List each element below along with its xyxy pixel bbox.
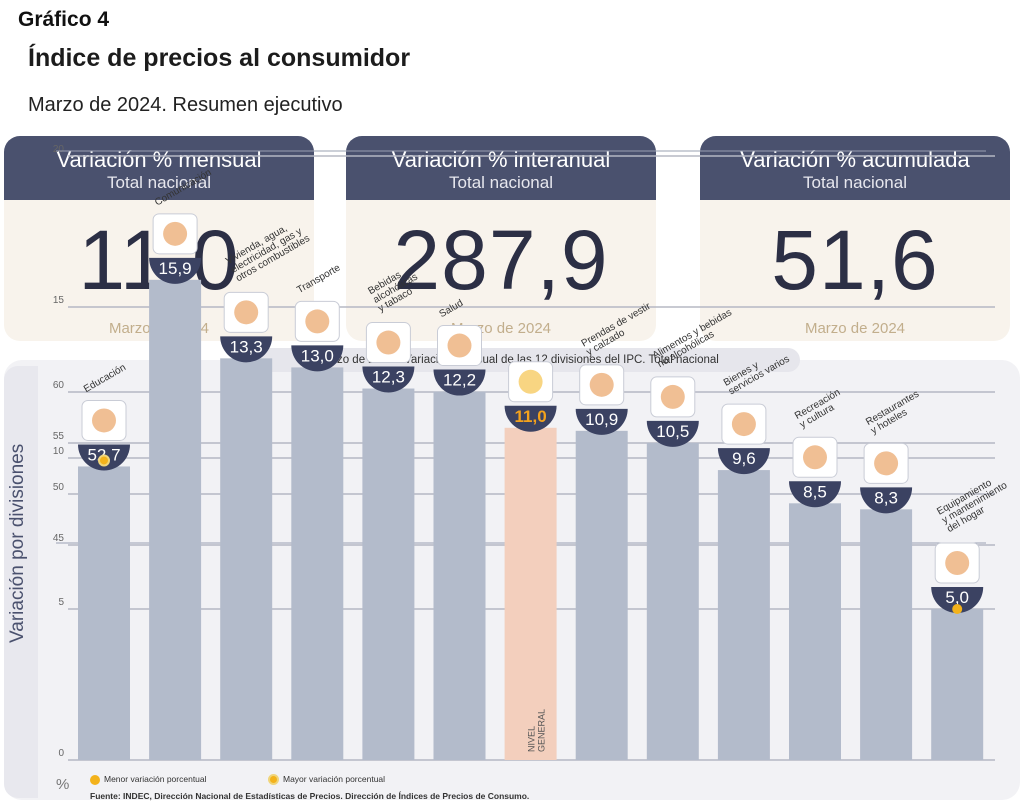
bar — [362, 388, 415, 760]
category-label: Bienes yservicios varios — [722, 345, 792, 397]
value-badge — [789, 481, 841, 508]
legend-max-label: Mayor variación porcentual — [283, 774, 386, 784]
value-label: 12,3 — [372, 368, 405, 387]
card-header: Variación % mensual Total nacional — [4, 136, 314, 200]
value-label: 13,3 — [230, 337, 263, 356]
category-icon-shape — [305, 309, 330, 334]
bar — [291, 367, 344, 760]
card-date: Marzo de 2024 — [804, 320, 906, 337]
min-marker — [952, 604, 963, 614]
value-label: 11,0 — [515, 407, 547, 426]
value-badge — [931, 587, 984, 613]
value-badge — [149, 257, 202, 284]
value-badge — [860, 487, 913, 514]
category-label: NIVELGENERAL — [527, 709, 547, 752]
value-badge — [291, 345, 344, 372]
category-icon-shape — [376, 330, 401, 355]
value-badge — [504, 405, 557, 432]
bar — [789, 503, 841, 760]
category-icon-shape — [945, 551, 970, 575]
category-icon-shape — [518, 369, 543, 394]
value-label: 10,5 — [656, 422, 689, 441]
y-tick-label: 45 — [53, 533, 65, 544]
category-icon-shape — [660, 384, 685, 409]
y-tick-label: 50 — [53, 482, 65, 493]
value-label: 9,6 — [732, 449, 756, 468]
category-label: Educación — [82, 362, 128, 395]
bar — [504, 427, 557, 760]
legend-max-dot — [268, 774, 279, 786]
value-badge — [717, 448, 770, 475]
category-icon-shape — [163, 221, 188, 246]
value-badge — [646, 420, 699, 447]
category-label: Restaurantesy hoteles — [864, 389, 926, 437]
legend-min-dot — [90, 774, 100, 785]
y-tick-label: 5 — [58, 597, 64, 608]
bar — [575, 430, 628, 760]
value-label: 13,0 — [301, 346, 334, 365]
bar — [78, 466, 130, 760]
value-label: 8,3 — [874, 488, 898, 507]
card-value: 51,6 — [771, 213, 939, 307]
legend-min-label: Menor variación porcentual — [104, 774, 207, 784]
category-label: Recreacióny cultura — [793, 387, 847, 430]
figure-label: Gráfico 4 — [18, 8, 110, 31]
category-icon-shape — [731, 412, 756, 437]
card-subheading: Total nacional — [107, 173, 211, 192]
value-badge — [220, 336, 273, 363]
y-axis-band — [4, 366, 38, 798]
category-icon-shape — [92, 408, 116, 433]
bar — [433, 391, 486, 760]
value-label: 10,9 — [585, 410, 618, 429]
category-icon-shape — [874, 451, 899, 476]
value-label: 8,5 — [803, 482, 827, 501]
y-tick-label: 10 — [53, 446, 65, 457]
bar — [220, 358, 273, 760]
category-label: Comunicación — [153, 167, 213, 208]
category-icon-shape — [447, 333, 472, 358]
card-header: Variación % interanual Total nacional — [346, 136, 656, 200]
y-tick-label: 55 — [53, 431, 65, 442]
legend-max: Mayor variación porcentual — [268, 774, 386, 786]
bar — [646, 442, 699, 760]
category-label: Salud — [438, 298, 466, 320]
card-annual: Variación % interanual Total nacional 28… — [346, 136, 656, 341]
value-badge — [575, 408, 628, 435]
bar — [149, 279, 202, 760]
source-note: Fuente: INDEC, Dirección Nacional de Est… — [90, 791, 530, 801]
card-subheading: Total nacional — [449, 173, 553, 192]
page-subtitle: Marzo de 2024. Resumen ejecutivo — [28, 94, 343, 116]
card-body: 51,6 Marzo de 2024 — [700, 200, 1010, 341]
category-icon-shape — [234, 300, 259, 325]
category-label: Transporte — [295, 262, 342, 296]
bar — [717, 470, 770, 760]
card-subheading: Total nacional — [803, 173, 907, 192]
card-value: 287,9 — [393, 213, 609, 307]
category-label: Equipamientoy mantenimientodel hogar — [935, 471, 1014, 535]
category-icon-shape — [589, 372, 614, 397]
page-title: Índice de precios al consumidor — [28, 44, 411, 72]
category-label: Prendas de vestiry calzado — [580, 301, 658, 358]
value-label: 12,2 — [443, 371, 476, 390]
card-cumulative: Variación % acumulada Total nacional 51,… — [700, 136, 1010, 341]
category-icon-shape — [803, 445, 827, 470]
y-tick-label: 0 — [58, 748, 64, 759]
y-tick-label: 15 — [53, 295, 65, 306]
max-marker — [98, 454, 110, 467]
category-label: Vivienda, agua,electricidad, gas yotros … — [224, 216, 312, 285]
value-label: 5,0 — [945, 588, 969, 607]
bar — [860, 509, 913, 760]
value-badge — [433, 369, 486, 396]
card-body: 287,9 Marzo de 2024 — [346, 200, 656, 341]
legend-min: Menor variación porcentual — [90, 774, 207, 785]
y-tick-label: 60 — [53, 380, 65, 391]
bar — [931, 609, 984, 760]
y-tick-label: 20 — [53, 144, 65, 155]
value-badge — [362, 366, 415, 393]
value-label: 15,9 — [159, 259, 192, 278]
category-label: Alimentos y bebidasno alcohólicas — [651, 307, 739, 370]
y-unit: % — [56, 776, 70, 793]
